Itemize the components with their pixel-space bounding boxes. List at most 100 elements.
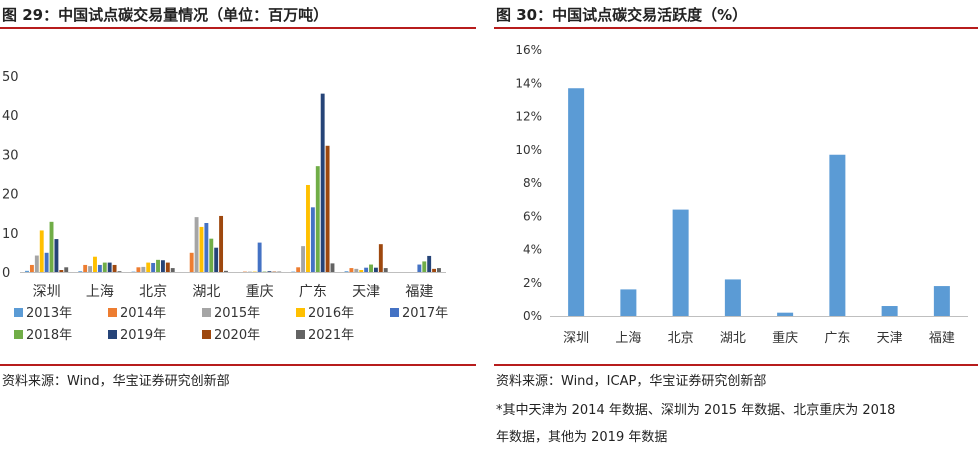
bar [29,264,34,272]
bar [620,289,637,316]
bar [344,271,349,272]
bar [257,242,262,272]
bar [189,252,194,272]
category-label: 天津 [877,331,903,346]
legend-swatch [202,330,211,339]
trading-activity-chart: 0% 2% 4% 6% 8% 10% 12% 14% 16% 深圳 上海 北京 湖北 重庆 广东 天津 福建 [515,43,968,346]
bar [933,286,950,316]
legend-label: 2020年 [214,328,260,343]
left-chart-title: 图 29：中国试点碳交易量情况（单位：百万吨） [2,6,329,24]
bar [349,268,354,272]
bar [219,215,224,272]
bar [102,262,107,272]
legend-label: 2013年 [26,306,72,321]
bar [568,88,585,316]
bar [301,246,306,272]
y-tick-label: 2% [523,276,542,290]
bar [204,223,209,272]
bar [25,270,29,272]
left-title-rule [0,27,476,29]
bar [88,266,93,272]
bar [165,262,170,272]
bar [107,262,112,272]
bar [194,217,199,272]
right-chart-title: 图 30：中国试点碳交易活跃度（%） [496,6,748,24]
bar [44,252,49,272]
bar [64,267,69,272]
bar [427,255,432,272]
y-tick-label: 16% [515,43,542,57]
bar [364,267,369,272]
bar [151,262,156,272]
left-footer-rule [0,364,476,366]
bar [306,184,310,272]
bar [136,267,141,272]
legend-label: 2015年 [214,306,260,321]
y-tick-label: 40 [2,109,19,124]
y-tick-label: 4% [523,243,542,257]
y-tick-label: 8% [523,176,542,190]
category-label: 北京 [139,284,167,300]
bar [422,261,427,272]
category-label: 湖北 [720,331,746,346]
bar [224,270,228,272]
legend-swatch [14,308,23,317]
bar [354,268,359,272]
legend-label: 2017年 [402,306,448,321]
bar [777,312,794,316]
bar [170,268,175,272]
bar [296,267,301,272]
bar [330,263,335,272]
bar [267,271,272,272]
category-label: 福建 [405,284,433,300]
bar [724,279,741,316]
bar [146,262,151,272]
legend-swatch [390,308,399,317]
left-panel: 图 29：中国试点碳交易量情况（单位：百万吨） 0 10 20 30 40 50 深圳 上海 北… [0,0,476,454]
legend-swatch [108,330,117,339]
bar [378,244,383,272]
legend-swatch [296,308,305,317]
bar [54,239,59,272]
legend-swatch [202,308,211,317]
y-tick-label: 12% [515,110,542,124]
legend-label: 2014年 [120,306,166,321]
bar [117,271,122,272]
legend-label: 2021年 [308,328,354,343]
y-tick-label: 14% [515,76,542,90]
bar [34,255,39,272]
bar [672,209,689,316]
bar [417,264,422,272]
right-footnote-line2: 年数据，其他为 2019 年数据 [496,430,668,445]
category-label: 上海 [615,331,641,346]
right-footer-rule [494,364,978,366]
bar [209,238,214,272]
category-label: 北京 [668,331,694,346]
bar [432,268,437,272]
bar [78,271,83,272]
bar [829,154,846,316]
category-label: 广东 [824,331,850,346]
right-title-rule [494,27,978,29]
bar [315,166,320,272]
y-tick-label: 0% [523,309,542,323]
left-source-note: 资料来源：Wind，华宝证券研究创新部 [2,374,230,389]
bar [881,306,898,316]
bar [93,256,97,272]
bar [156,259,160,272]
category-label: 广东 [299,284,327,300]
y-tick-label: 50 [2,70,19,85]
category-label: 天津 [352,284,380,300]
bar [383,268,388,272]
y-tick-label: 30 [2,148,19,163]
bar [49,221,54,272]
bar [97,264,102,272]
bar [83,264,88,272]
bar [373,267,378,272]
trading-volume-chart: 0 10 20 30 40 50 深圳 上海 北京 湖北 重庆 广东 天津 福建 2013年 2014年 201… [2,70,448,343]
bar [112,264,117,272]
y-tick-label: 20 [2,188,19,203]
bar [59,270,64,272]
legend-swatch [108,308,117,317]
bar [141,266,146,272]
